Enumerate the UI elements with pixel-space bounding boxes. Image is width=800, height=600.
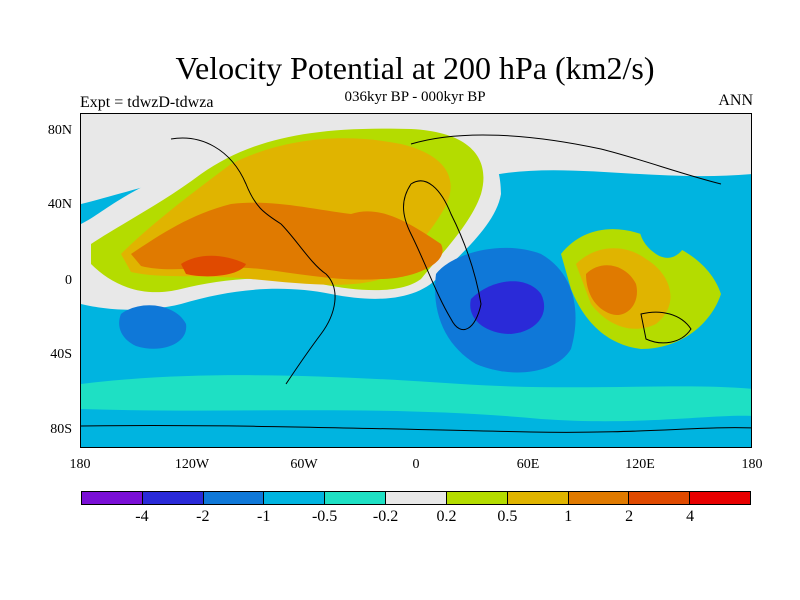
map-panel: [80, 113, 752, 448]
negative-2-center: [470, 281, 545, 334]
lat-label-eq: 0: [65, 273, 72, 288]
coastlines: [81, 134, 751, 433]
season-label: ANN: [718, 92, 753, 109]
lat-label-80s: 80S: [50, 422, 72, 437]
map-title: Velocity Potential at 200 hPa (km2/s): [175, 50, 655, 86]
colorbar-swatch: [203, 492, 265, 504]
maritime-positive-2: [586, 265, 637, 315]
colorbar-label: -2: [196, 508, 210, 525]
colorbar-label: -1: [257, 508, 271, 525]
lat-label-80n: 80N: [47, 123, 72, 138]
eurasia-coastline: [410, 134, 722, 185]
colorbar-swatch: [690, 492, 750, 504]
colorbar-swatch: [142, 492, 204, 504]
lon-label-0: 0: [412, 457, 420, 472]
lon-label-120w: 120W: [174, 457, 210, 472]
colorbar-swatch: [264, 492, 326, 504]
south-pacific-negative: [119, 305, 187, 349]
colorbar-swatch: [325, 492, 387, 504]
velocity-potential-map: [81, 114, 751, 447]
experiment-label: Expt = tdwzD-tdwza: [80, 94, 214, 111]
colorbar-swatch: [629, 492, 691, 504]
africa-coastline: [403, 180, 482, 331]
lat-label-40n: 40N: [47, 197, 72, 212]
positive-4-center: [181, 255, 246, 277]
map-subtitle: 036kyr BP - 000kyr BP: [344, 89, 486, 105]
antarctic-band: [81, 409, 751, 447]
americas-coastline: [170, 137, 336, 385]
colorbar-label: 0.5: [497, 508, 518, 525]
lon-label-60e: 60E: [516, 457, 540, 472]
colorbar-swatch: [507, 492, 569, 504]
colorbar-label: -4: [135, 508, 149, 525]
colorbar-swatch: [568, 492, 630, 504]
australia-coastline: [640, 311, 692, 344]
lat-label-40s: 40S: [50, 347, 72, 362]
colorbar-label: -0.5: [311, 508, 338, 525]
colorbar: [81, 491, 751, 505]
colorbar-label: 0.2: [436, 508, 457, 525]
asia-negative: [639, 206, 691, 258]
colorbar-label: 4: [686, 508, 695, 525]
lon-label-60w: 60W: [290, 457, 318, 472]
colorbar-swatch: [386, 492, 447, 504]
colorbar-label: 1: [564, 508, 573, 525]
lon-label-120e: 120E: [625, 457, 655, 472]
colorbar-label: -0.2: [372, 508, 399, 525]
colorbar-swatch: [82, 492, 143, 504]
antarctica-coastline: [81, 425, 751, 433]
lon-label-180e: 180: [741, 457, 763, 472]
colorbar-swatch: [446, 492, 508, 504]
lon-label-180w: 180: [69, 457, 91, 472]
colorbar-label: 2: [625, 508, 634, 525]
